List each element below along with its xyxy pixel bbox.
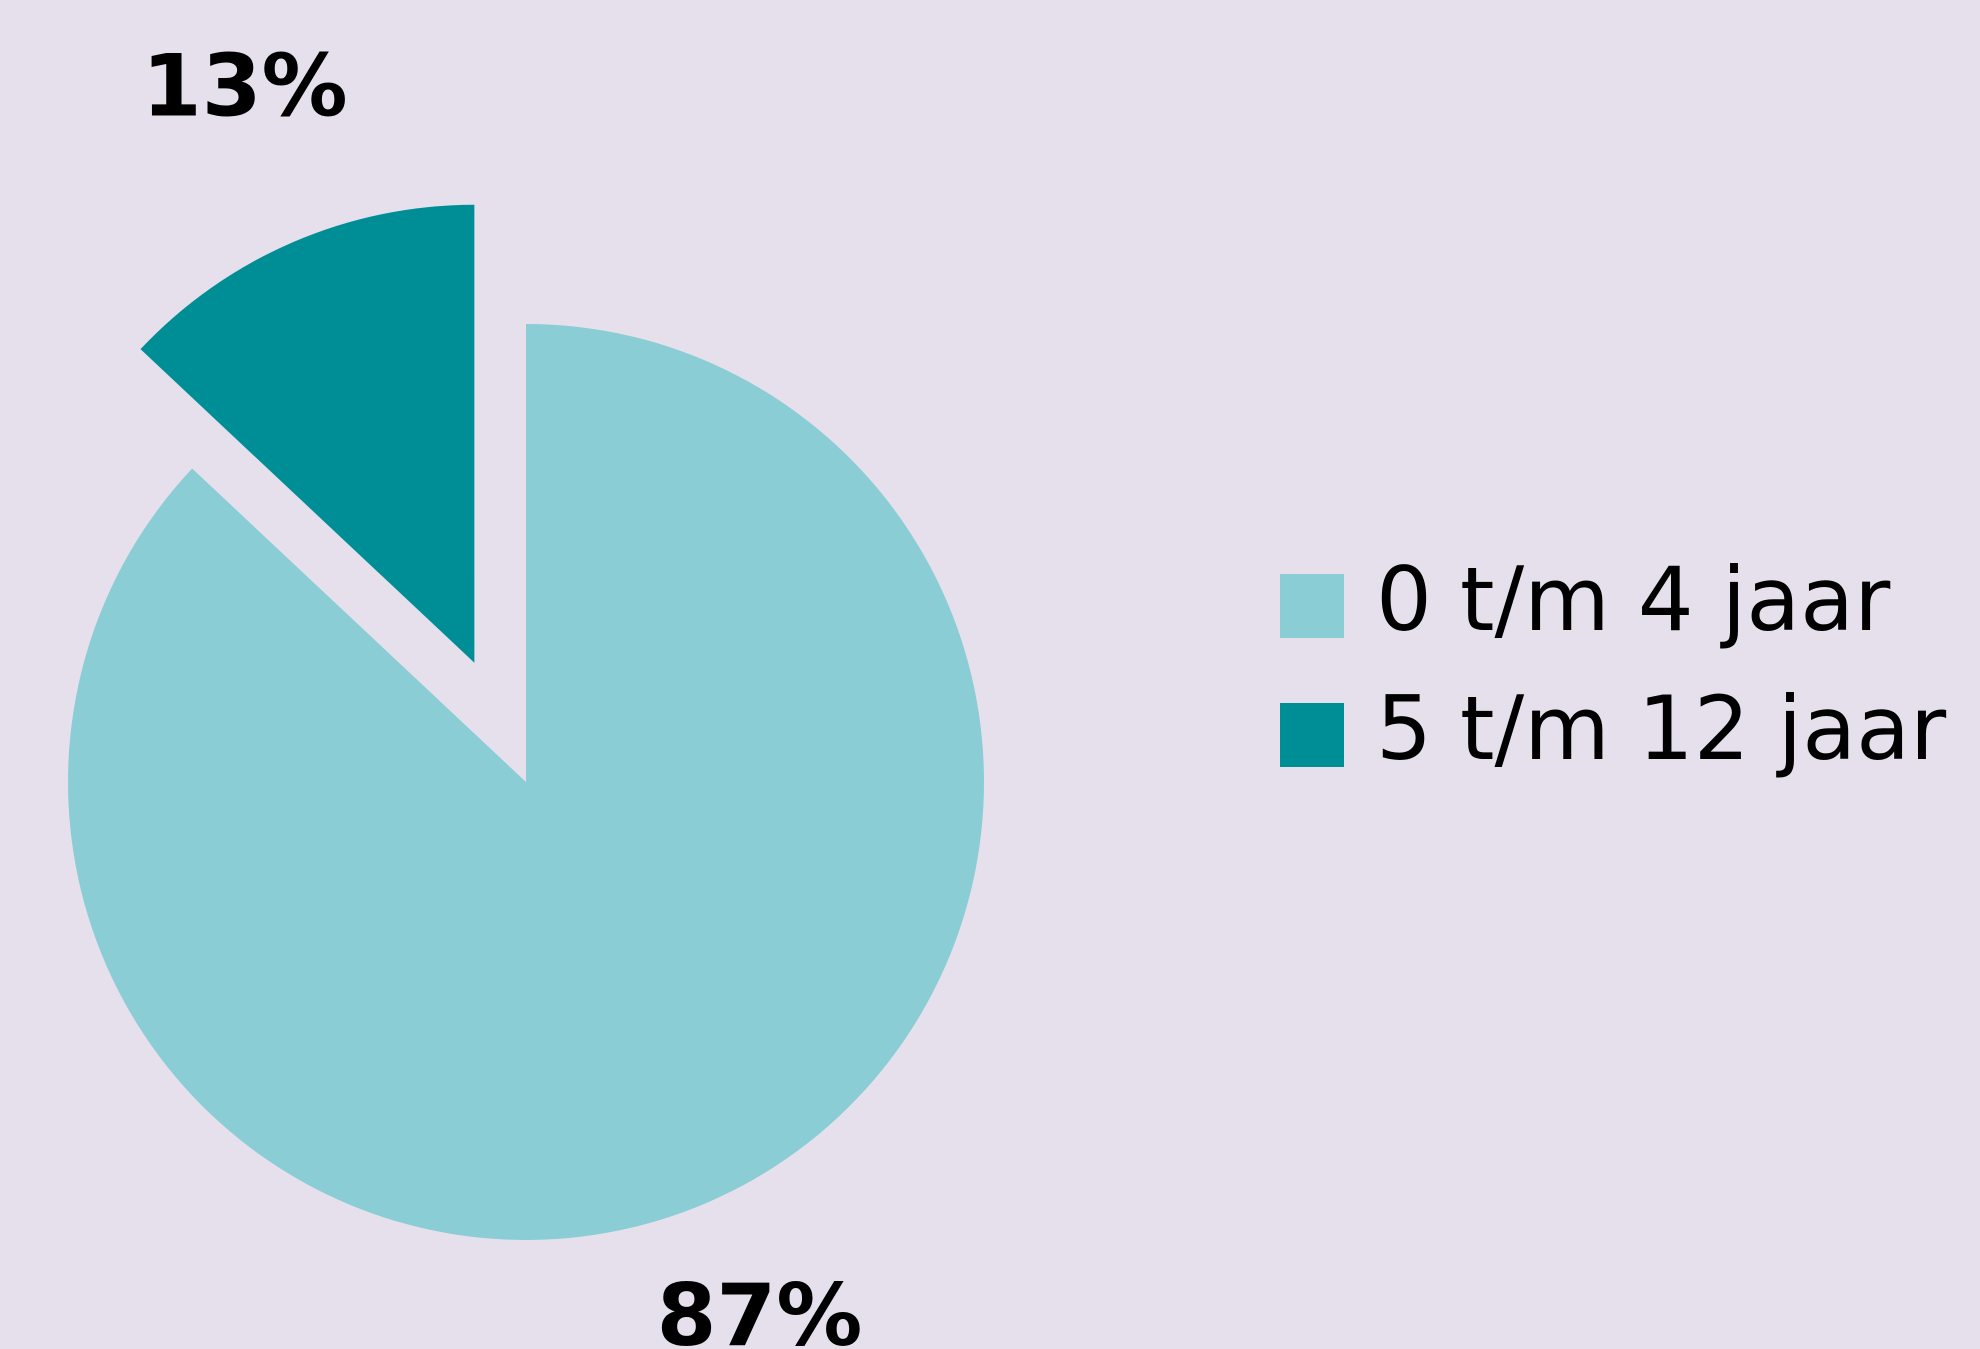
slice-label-1: 13% (142, 37, 348, 137)
slice-label-0: 87% (657, 1266, 863, 1349)
legend-swatch-0 (1280, 574, 1344, 638)
legend-swatch-1 (1280, 703, 1344, 767)
legend-label-0: 0 t/m 4 jaar (1376, 548, 1891, 651)
legend: 0 t/m 4 jaar 5 t/m 12 jaar (1280, 548, 1947, 780)
legend-label-1: 5 t/m 12 jaar (1376, 677, 1947, 780)
pie-slice-0 (67, 324, 984, 1240)
pie-slice-1 (140, 204, 475, 663)
slice-labels: 87% 13% (142, 37, 863, 1349)
pie-slices (67, 204, 984, 1240)
